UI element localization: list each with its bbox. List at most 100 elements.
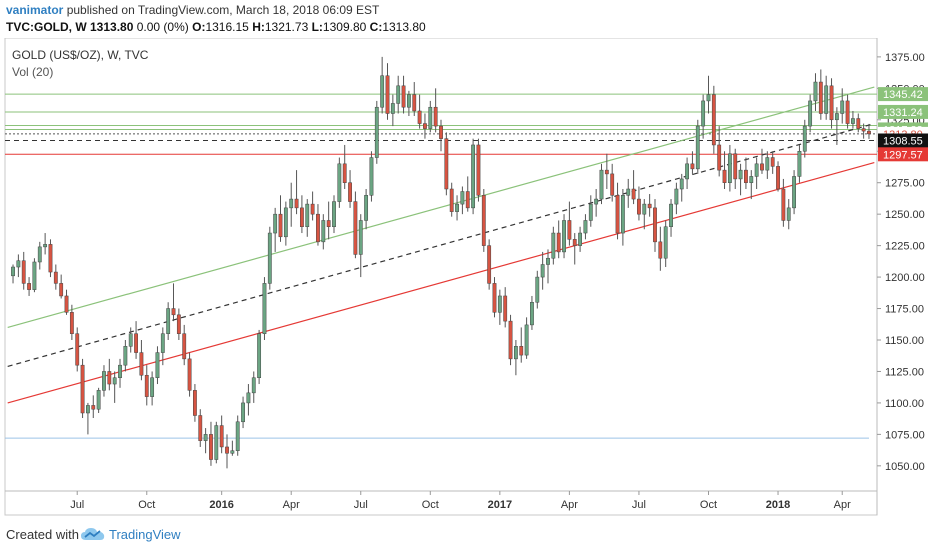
candle bbox=[669, 199, 673, 237]
candle bbox=[802, 119, 807, 158]
candle-body-up bbox=[203, 434, 208, 441]
candle-body-down bbox=[439, 125, 443, 139]
candle bbox=[695, 119, 700, 174]
candle bbox=[765, 151, 770, 179]
candle-body-down bbox=[187, 358, 192, 391]
candle-body-down bbox=[760, 163, 764, 171]
candle bbox=[808, 94, 813, 133]
candle-body-up bbox=[706, 94, 711, 102]
candle bbox=[112, 371, 117, 403]
candle-body-down bbox=[182, 333, 187, 360]
candle bbox=[241, 396, 245, 429]
candle bbox=[562, 214, 566, 259]
time-tick-label: Apr bbox=[834, 499, 851, 511]
candle bbox=[663, 220, 668, 268]
candle-body-down bbox=[423, 123, 427, 129]
candle-body-up bbox=[267, 232, 272, 284]
candle bbox=[219, 415, 224, 454]
candle-body-up bbox=[524, 324, 529, 356]
candle-body-down bbox=[69, 312, 74, 334]
candle bbox=[604, 153, 609, 189]
trend-line-lower bbox=[7, 161, 875, 404]
price-tick-label: 1100.00 bbox=[885, 398, 924, 410]
candle bbox=[380, 56, 385, 114]
candle bbox=[658, 226, 663, 271]
time-axis: Jul Oct 2016 Apr Jul Oct 2017 Apr Jul Oct 2018 Apr bbox=[70, 491, 851, 511]
last-price: 1313.80 bbox=[90, 20, 134, 34]
candle-body-up bbox=[428, 106, 433, 129]
candle bbox=[749, 170, 754, 200]
candle bbox=[267, 226, 272, 290]
candle-body-up bbox=[32, 261, 37, 290]
candle bbox=[198, 409, 203, 447]
price-tick-label: 1150.00 bbox=[885, 335, 924, 347]
candle-body-down bbox=[64, 295, 69, 313]
candle bbox=[69, 304, 74, 340]
candle-body-up bbox=[460, 191, 465, 205]
chart-container[interactable]: 1050.00 1075.00 1100.00 1125.00 1150.00 1175.… bbox=[0, 38, 932, 516]
candle-body-up bbox=[851, 118, 855, 124]
volume-indicator-label[interactable]: Vol (20) bbox=[12, 65, 54, 79]
candle bbox=[439, 119, 443, 152]
candle-body-down bbox=[417, 110, 422, 124]
candle-body-down bbox=[385, 75, 390, 114]
candle bbox=[294, 170, 299, 215]
candle bbox=[861, 123, 866, 139]
candle-body-down bbox=[658, 241, 663, 259]
candle bbox=[21, 251, 26, 290]
candle-body-up bbox=[128, 333, 133, 347]
candle bbox=[171, 283, 176, 322]
candle-body-up bbox=[118, 364, 122, 378]
open-label: O: bbox=[192, 20, 206, 34]
candle bbox=[701, 94, 706, 139]
chart-frame bbox=[4, 38, 878, 516]
candle-body-down bbox=[326, 220, 331, 227]
candle-body-down bbox=[508, 320, 513, 360]
candle bbox=[203, 428, 208, 454]
candle bbox=[476, 138, 481, 202]
candle-body-down bbox=[294, 198, 299, 209]
candle bbox=[867, 123, 871, 139]
candle-body-down bbox=[176, 314, 181, 334]
candle-body-up bbox=[262, 283, 267, 334]
candle bbox=[829, 78, 834, 129]
candle bbox=[551, 226, 556, 265]
candle-body-down bbox=[610, 173, 615, 196]
candle bbox=[342, 144, 347, 189]
tradingview-cloud-icon[interactable] bbox=[80, 526, 106, 542]
candle bbox=[834, 107, 839, 145]
candle bbox=[16, 254, 21, 278]
candle-body-down bbox=[21, 260, 26, 284]
candle bbox=[160, 327, 165, 366]
candle bbox=[166, 302, 171, 340]
price-chart[interactable]: 1050.00 1075.00 1100.00 1125.00 1150.00 1175.… bbox=[0, 38, 932, 516]
candle bbox=[546, 249, 550, 284]
trend-line-middle bbox=[7, 122, 875, 368]
candle bbox=[647, 194, 652, 217]
candle-body-up bbox=[562, 220, 566, 253]
candle bbox=[776, 161, 780, 192]
candle bbox=[471, 138, 476, 215]
candle-body-down bbox=[144, 374, 149, 397]
candle bbox=[781, 178, 786, 227]
candle bbox=[733, 148, 738, 189]
candle bbox=[305, 199, 310, 237]
candle-body-up bbox=[332, 201, 336, 227]
author-link[interactable]: vanimator bbox=[6, 3, 64, 17]
candle-body-down bbox=[856, 118, 861, 129]
tradingview-brand[interactable]: TradingView bbox=[109, 527, 181, 542]
candle-body-down bbox=[348, 182, 352, 202]
candle bbox=[75, 327, 80, 372]
candle-body-down bbox=[733, 153, 738, 180]
candle-body-up bbox=[150, 377, 155, 397]
time-tick-label: Jul bbox=[70, 499, 84, 511]
candle-body-up bbox=[802, 125, 807, 152]
candle bbox=[144, 365, 149, 406]
candle-body-down bbox=[653, 207, 657, 243]
candle-body-up bbox=[749, 176, 754, 183]
candle bbox=[187, 352, 192, 397]
candle-body-up bbox=[235, 421, 240, 451]
candle-body-down bbox=[711, 94, 716, 146]
candle-body-down bbox=[353, 201, 358, 255]
candle-body-up bbox=[358, 220, 363, 255]
